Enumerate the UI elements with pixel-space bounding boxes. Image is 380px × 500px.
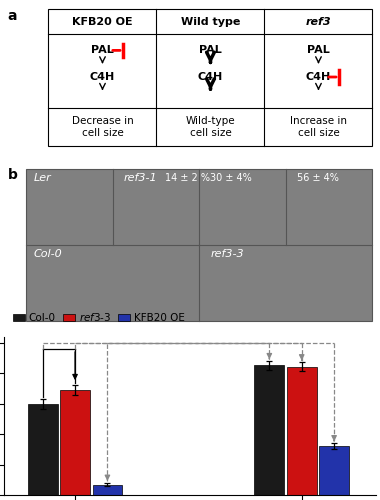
Bar <box>319 446 349 495</box>
Text: PAL: PAL <box>199 46 222 56</box>
Text: b: b <box>8 168 17 182</box>
Text: ref3: ref3 <box>306 17 331 27</box>
Text: PAL: PAL <box>307 46 330 56</box>
Text: 14 ± 2 %: 14 ± 2 % <box>165 172 211 182</box>
Legend: Col-0, $ref3$-$3$, KFB20 OE: Col-0, $ref3$-$3$, KFB20 OE <box>9 307 189 328</box>
Bar <box>60 390 90 495</box>
Text: Ler: Ler <box>33 172 51 182</box>
Text: KFB20 OE: KFB20 OE <box>72 17 133 27</box>
Text: PAL: PAL <box>91 46 114 56</box>
Text: 30 ± 4%: 30 ± 4% <box>211 172 252 182</box>
Text: ref3-3: ref3-3 <box>211 248 244 258</box>
Text: C4H: C4H <box>306 72 331 82</box>
Text: Wild type: Wild type <box>181 17 240 27</box>
FancyBboxPatch shape <box>26 170 372 322</box>
Text: ref3-1: ref3-1 <box>124 172 158 182</box>
Text: C4H: C4H <box>90 72 115 82</box>
Text: Wild-type
cell size: Wild-type cell size <box>186 116 235 138</box>
Text: a: a <box>8 10 17 24</box>
Text: Decrease in
cell size: Decrease in cell size <box>71 116 133 138</box>
Text: 56 ± 4%: 56 ± 4% <box>297 172 339 182</box>
Text: Increase in
cell size: Increase in cell size <box>290 116 347 138</box>
Bar <box>28 404 57 495</box>
Text: Col-0: Col-0 <box>33 248 62 258</box>
Bar <box>92 484 122 495</box>
Bar <box>287 366 317 495</box>
FancyBboxPatch shape <box>49 10 372 146</box>
Text: C4H: C4H <box>198 72 223 82</box>
Bar <box>255 366 284 495</box>
